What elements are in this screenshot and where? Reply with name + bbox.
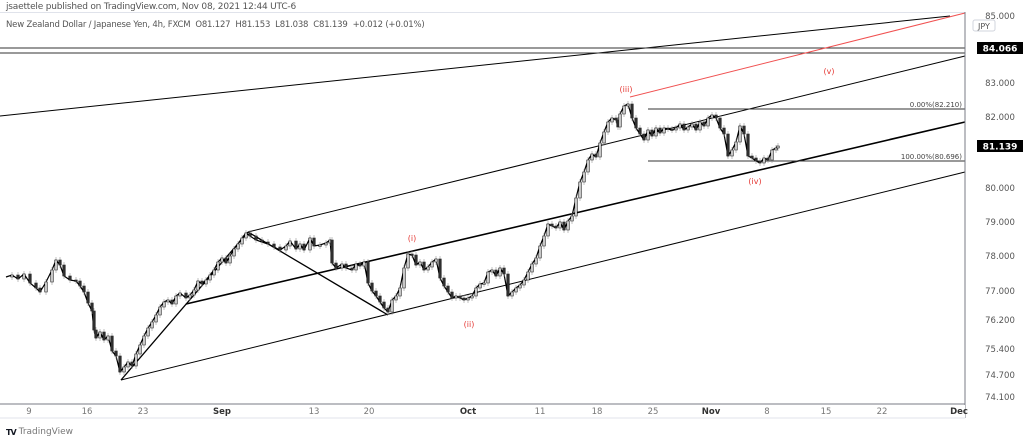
time-tick-label: 9 <box>26 407 31 417</box>
price-tick-label: 75.400 <box>985 345 1015 355</box>
price-tag-label: 84.066 <box>983 45 1018 55</box>
currency-badge <box>972 19 996 32</box>
price-axis[interactable] <box>965 12 1024 404</box>
tradingview-logo-icon: TV <box>6 427 17 437</box>
time-tick-label: 22 <box>877 407 888 417</box>
time-tick-label: 8 <box>764 407 769 417</box>
price-tick-label: 79.000 <box>985 218 1015 228</box>
ohlc-open: O81.127 <box>195 20 231 30</box>
price-tick-label: 77.000 <box>985 287 1015 297</box>
price-tick-label: 80.000 <box>985 184 1015 194</box>
price-tags: 84.066 81.139 <box>977 42 1023 153</box>
time-tick-label: 23 <box>138 407 149 417</box>
brand-name: TradingView <box>18 427 74 437</box>
time-tick-label: 18 <box>592 407 603 417</box>
time-tick-label: 13 <box>309 407 320 417</box>
trend-line[interactable] <box>247 55 966 233</box>
trend-lines[interactable] <box>0 15 966 381</box>
symbol-name: New Zealand Dollar / Japanese Yen, 4h, F… <box>6 20 191 30</box>
price-tick-label: 74.700 <box>985 371 1015 381</box>
fib-retracement[interactable]: 0.00%(82.210) 100.00%(80.696) <box>648 101 965 162</box>
ohlc-high: H81.153 <box>235 20 271 30</box>
horizontal-lines[interactable] <box>0 47 965 54</box>
wave-label: (ii) <box>464 320 475 329</box>
wave-labels: (i) (ii) (iii) (iv) (v) <box>408 67 835 329</box>
time-tick-label: 25 <box>648 407 659 417</box>
fib-level-label: 0.00%(82.210) <box>910 101 962 109</box>
price-tick-label: 78.000 <box>985 252 1015 262</box>
trend-line[interactable] <box>0 15 951 117</box>
price-tag-label: 81.139 <box>983 143 1018 153</box>
wave-label: (iv) <box>748 177 761 186</box>
time-tick-label: Dec <box>950 407 968 417</box>
price-tick-label: 85.000 <box>985 12 1015 22</box>
chart-frame[interactable] <box>0 12 1024 419</box>
wave-label: (v) <box>824 67 835 76</box>
projection-line[interactable] <box>629 12 966 98</box>
symbol-legend: New Zealand Dollar / Japanese Yen, 4h, F… <box>6 20 425 30</box>
ohlc-low: L81.038 <box>275 20 309 30</box>
trend-line[interactable] <box>120 231 249 381</box>
currency-label: JPY <box>977 22 990 31</box>
price-tick-label: 76.200 <box>985 316 1015 326</box>
publisher-credit: jsaettele published on TradingView.com, … <box>6 2 296 12</box>
price-line <box>5 103 779 374</box>
wave-label: (i) <box>408 234 416 243</box>
time-tick-label: 11 <box>535 407 546 417</box>
price-axis-ticks: 85.000 83.000 82.000 80.000 79.000 78.000 77.0… <box>985 12 1015 403</box>
time-tick-label: Oct <box>460 407 476 417</box>
time-tick-label: 20 <box>364 407 375 417</box>
price-tag <box>977 42 1023 54</box>
wave-label: (iii) <box>620 85 633 94</box>
time-tick-label: 15 <box>821 407 832 417</box>
ohlc-close: C81.139 <box>313 20 348 30</box>
price-series <box>5 101 780 375</box>
trend-line[interactable] <box>120 171 966 381</box>
time-tick-label: Sep <box>213 407 231 417</box>
time-tick-label: Nov <box>702 407 721 417</box>
time-axis-ticks: 9 16 23 Sep 13 20 Oct 11 18 25 Nov 8 15 22 Dec <box>26 407 968 417</box>
price-tag <box>977 140 1023 152</box>
wave-v-projection[interactable] <box>629 12 966 98</box>
fib-level-label: 100.00%(80.696) <box>901 153 962 161</box>
price-tick-label: 83.000 <box>985 79 1015 89</box>
footer: TV TradingView <box>6 427 73 437</box>
price-tick-label: 82.000 <box>985 113 1015 123</box>
time-axis[interactable] <box>0 405 965 418</box>
price-tick-label: 74.100 <box>985 393 1015 403</box>
time-tick-label: 16 <box>82 407 93 417</box>
price-change: +0.012 (+0.01%) <box>352 20 425 30</box>
